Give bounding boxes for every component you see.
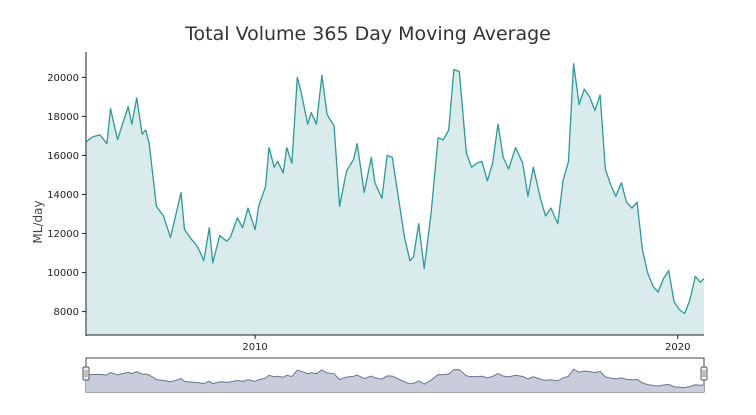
- plot-area: [85, 63, 705, 335]
- range-slider-line: [85, 368, 705, 389]
- y-tick-label: 16000: [47, 151, 79, 162]
- series-area-fill: [86, 63, 704, 335]
- range-slider-left-handle[interactable]: [82, 366, 90, 381]
- series-line: [85, 63, 705, 315]
- range-slider-area: [86, 369, 704, 392]
- y-tick-label: 18000: [47, 112, 79, 123]
- y-tick-label: 8000: [54, 307, 79, 318]
- range-slider-right-handle[interactable]: [700, 366, 708, 381]
- y-tick-label: 12000: [47, 229, 79, 240]
- y-tick-label: 20000: [47, 73, 79, 84]
- axes: 8000 10000 12000 14000 16000 18000 20000 2010 20…: [47, 52, 704, 353]
- range-slider[interactable]: [82, 357, 708, 393]
- x-tick-label: 2010: [242, 342, 267, 353]
- y-tick-label: 14000: [47, 190, 79, 201]
- chart-title: Total Volume 365 Day Moving Average: [184, 23, 551, 45]
- x-tick-label: 2020: [665, 342, 690, 353]
- y-tick-label: 10000: [47, 268, 79, 279]
- y-axis-label: ML/day: [31, 200, 45, 243]
